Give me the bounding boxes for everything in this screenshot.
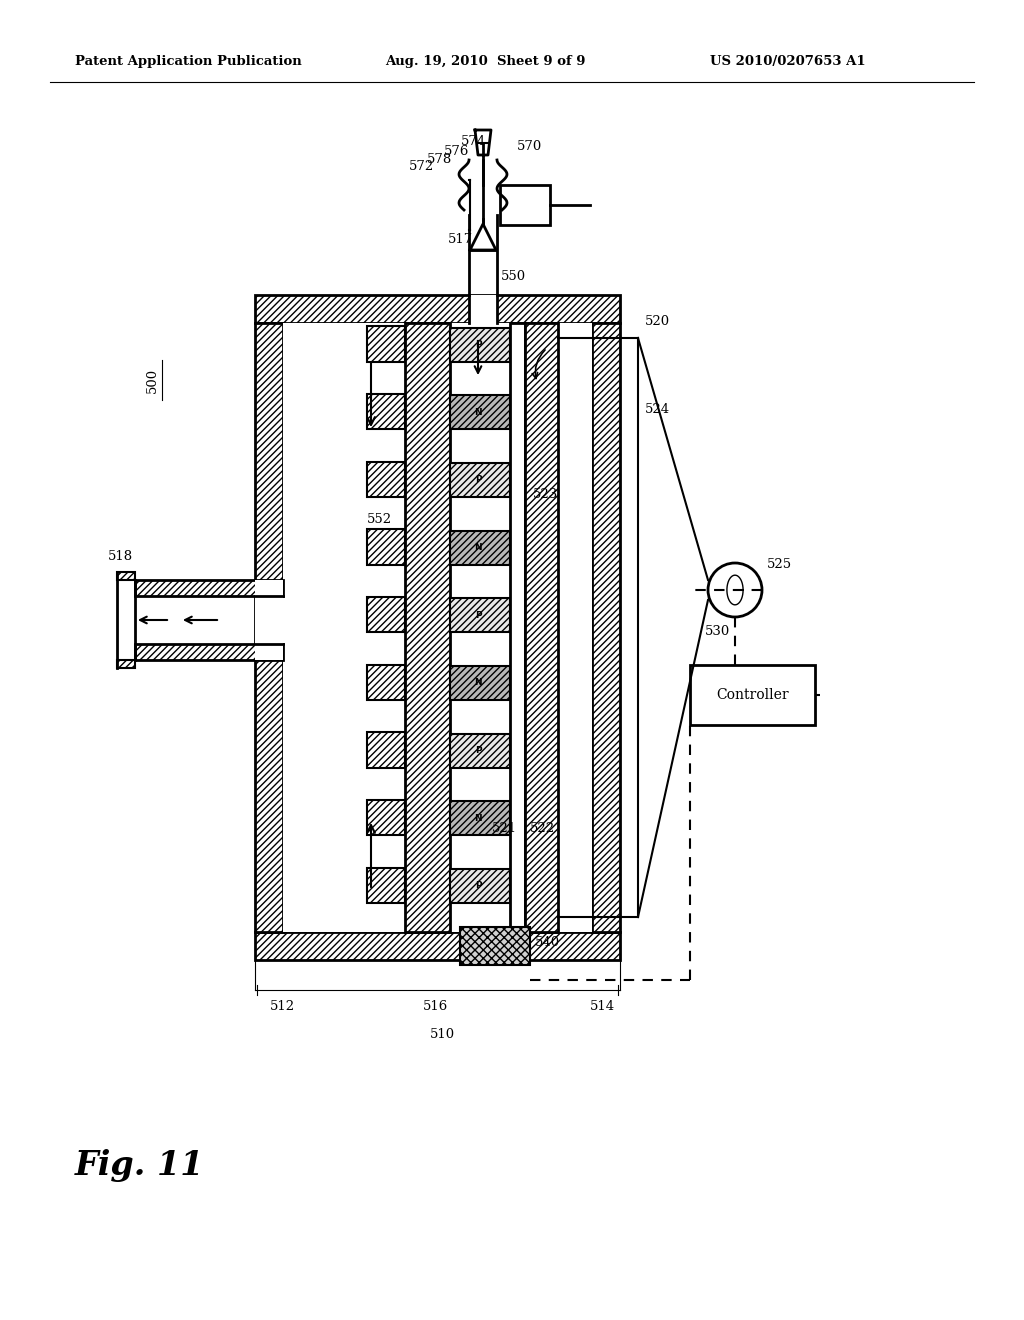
Polygon shape [283,323,592,932]
Polygon shape [367,733,406,767]
Polygon shape [450,463,510,496]
Polygon shape [450,734,510,767]
Text: 578: 578 [427,153,453,166]
Text: 517: 517 [449,234,473,246]
Text: N: N [474,408,482,417]
Polygon shape [690,665,815,725]
Text: 520: 520 [645,315,670,327]
Polygon shape [450,396,510,429]
Polygon shape [450,598,510,632]
Text: 550: 550 [501,271,526,282]
Polygon shape [367,597,406,632]
Polygon shape [500,185,550,224]
Polygon shape [450,801,510,836]
Polygon shape [450,869,510,903]
Polygon shape [592,323,620,932]
Polygon shape [460,927,530,965]
Text: Fig. 11: Fig. 11 [75,1148,205,1181]
Polygon shape [255,294,620,323]
Polygon shape [135,644,283,660]
Text: 572: 572 [409,160,434,173]
Text: 516: 516 [423,1001,447,1012]
Text: 500: 500 [145,367,159,392]
Polygon shape [510,323,525,932]
Polygon shape [255,323,283,932]
Text: P: P [475,611,481,620]
Text: 521: 521 [492,822,517,836]
Text: 576: 576 [444,145,469,158]
Text: N: N [474,678,482,688]
Polygon shape [450,667,510,700]
Text: 522: 522 [530,822,555,836]
Text: 530: 530 [705,624,730,638]
Text: 523: 523 [534,488,558,502]
Text: 514: 514 [590,1001,615,1012]
Polygon shape [367,665,406,700]
Polygon shape [406,323,450,932]
Text: 525: 525 [767,558,793,572]
Text: Aug. 19, 2010  Sheet 9 of 9: Aug. 19, 2010 Sheet 9 of 9 [385,55,586,69]
Polygon shape [255,579,283,660]
Polygon shape [117,572,135,579]
Polygon shape [135,579,283,597]
Polygon shape [469,294,497,323]
Text: 510: 510 [429,1028,455,1041]
Polygon shape [450,531,510,565]
Text: N: N [474,814,482,822]
Text: 518: 518 [108,550,132,564]
Text: 574: 574 [461,135,486,148]
Polygon shape [117,660,135,668]
Polygon shape [367,800,406,836]
Text: 524: 524 [645,403,670,416]
Text: 512: 512 [270,1001,295,1012]
Text: 552: 552 [367,513,392,525]
Text: Controller: Controller [716,688,788,702]
Polygon shape [450,327,510,362]
Polygon shape [255,932,620,960]
Text: P: P [475,475,481,484]
Polygon shape [367,867,406,903]
Text: N: N [474,543,482,552]
Polygon shape [367,395,406,429]
Text: Patent Application Publication: Patent Application Publication [75,55,302,69]
Text: 540: 540 [535,936,560,949]
Text: P: P [475,341,481,350]
Text: 570: 570 [517,140,543,153]
Polygon shape [367,529,406,565]
Text: P: P [475,882,481,891]
Polygon shape [367,462,406,496]
Text: US 2010/0207653 A1: US 2010/0207653 A1 [710,55,865,69]
Polygon shape [525,323,558,932]
Polygon shape [367,326,406,362]
Text: P: P [475,746,481,755]
